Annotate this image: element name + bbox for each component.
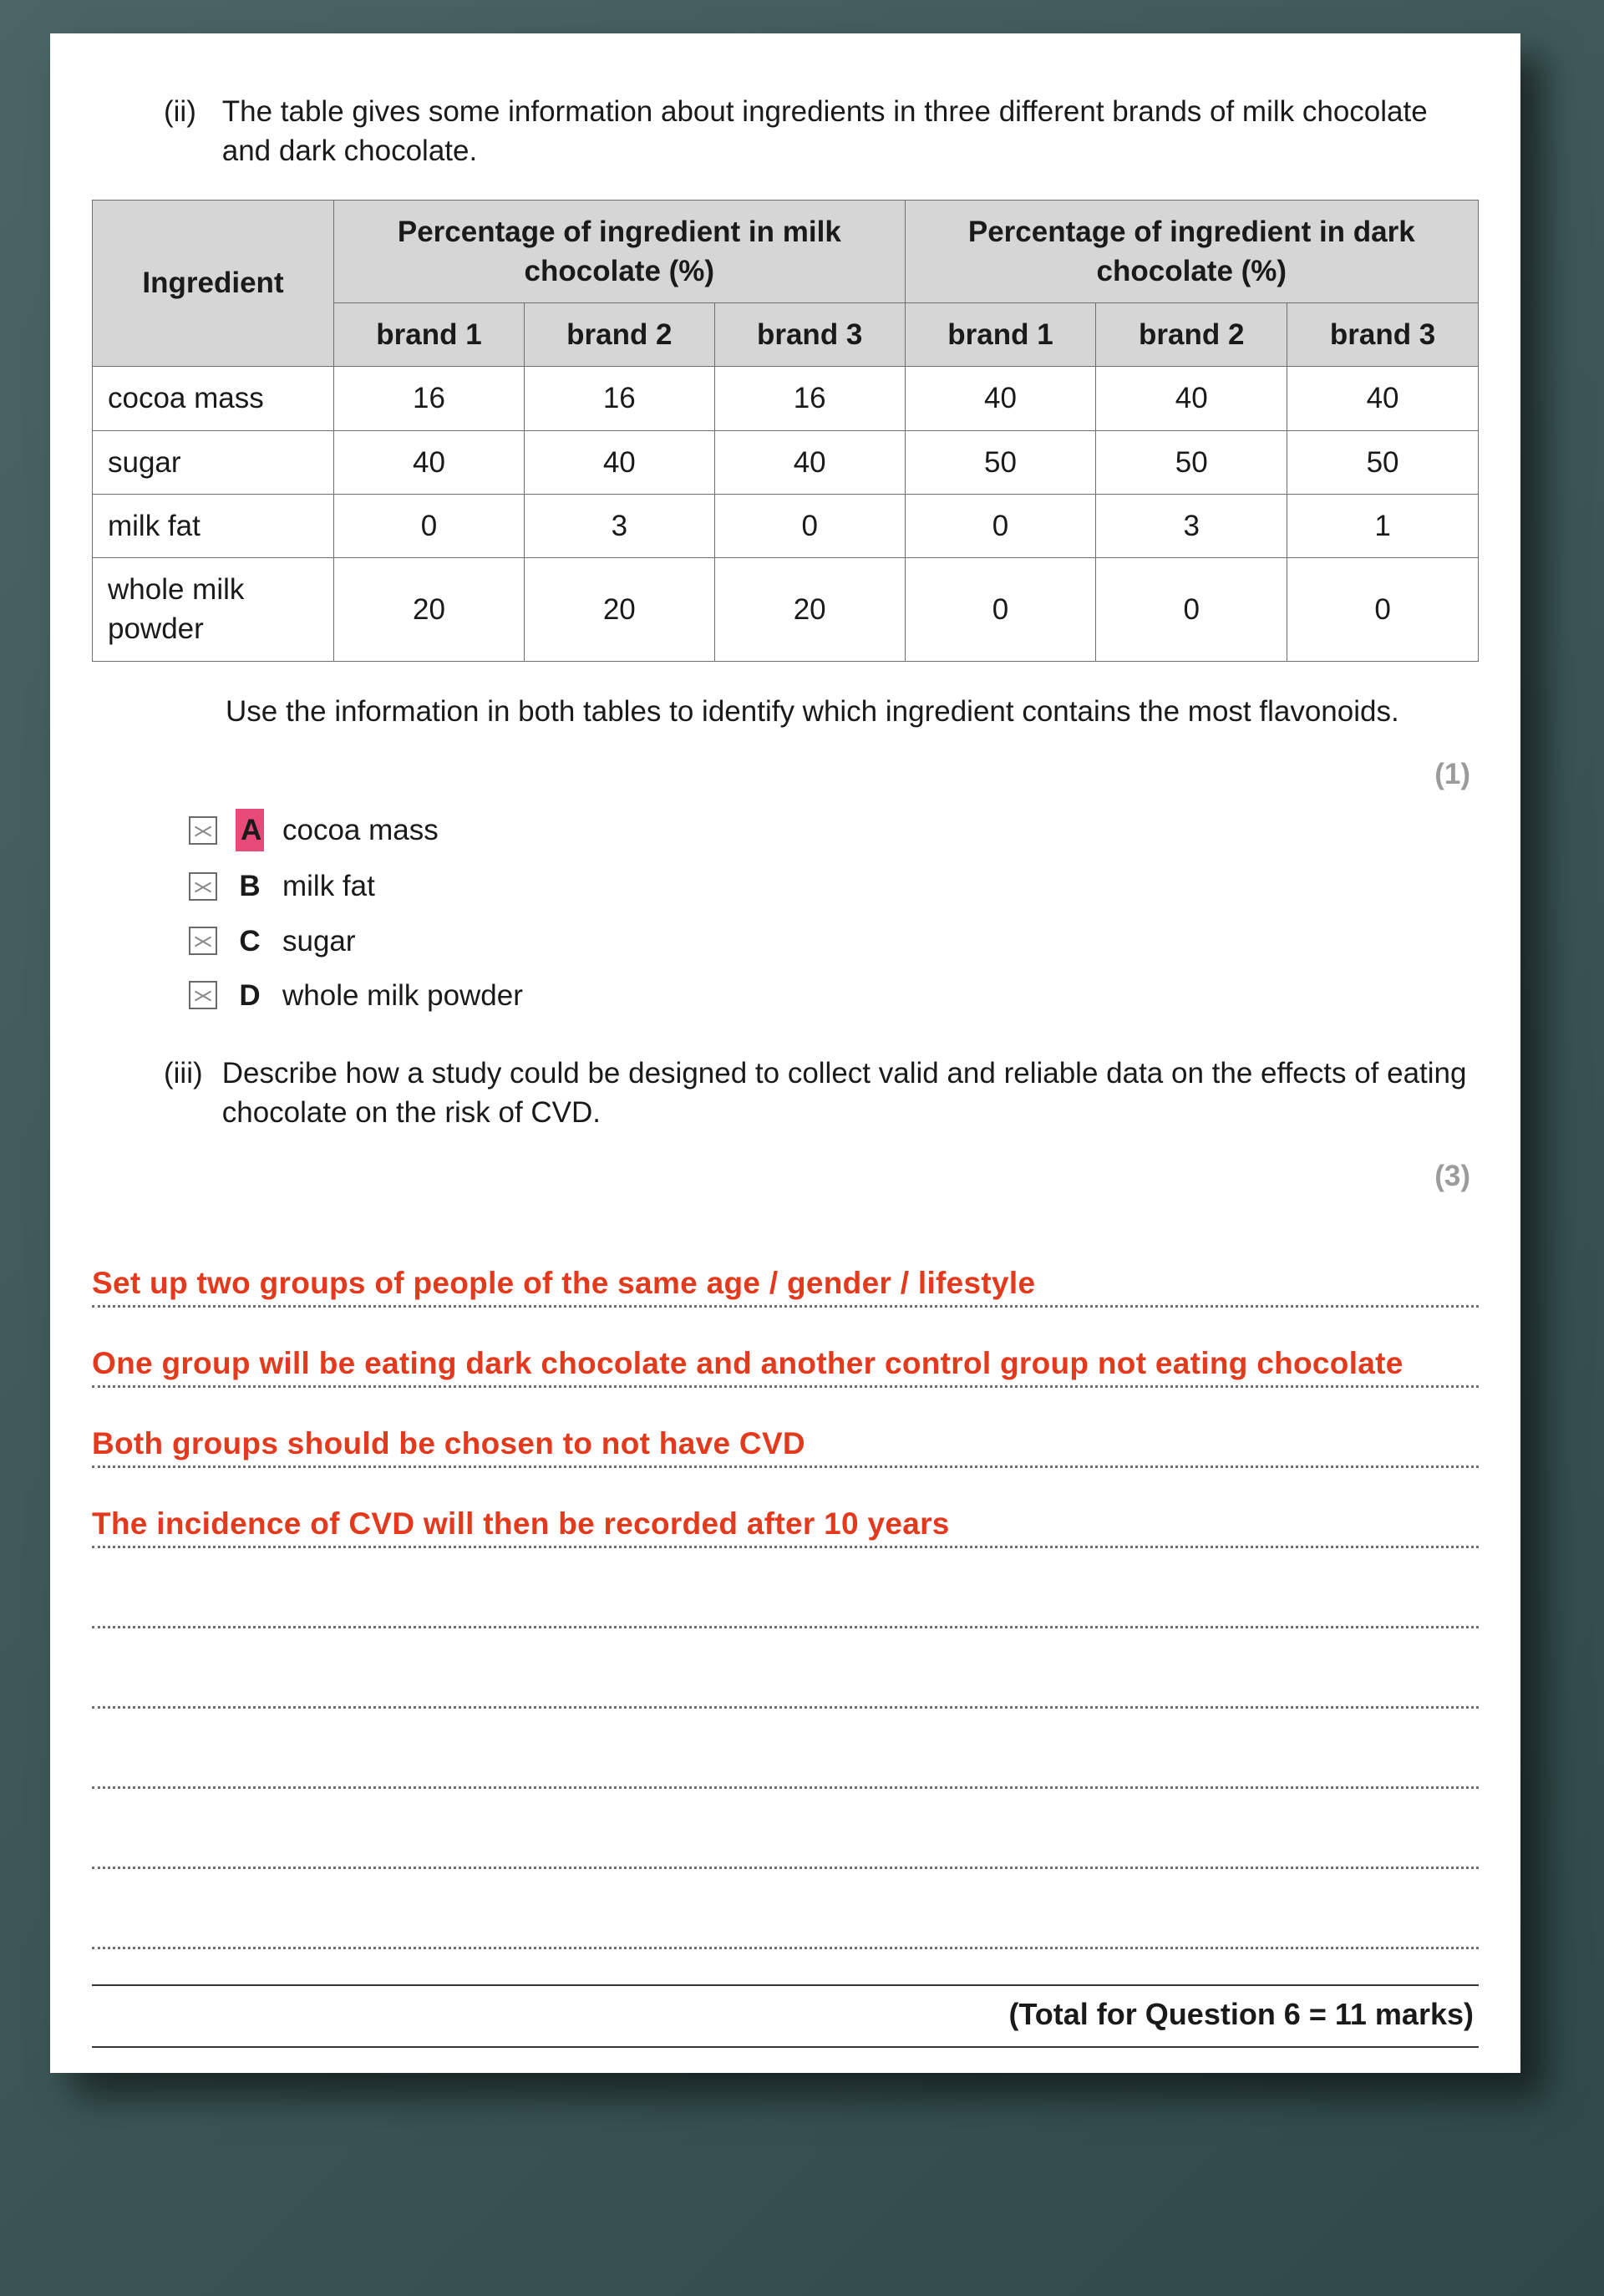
- stage: (ii) The table gives some information ab…: [0, 0, 1604, 2296]
- table-row: whole milk powder 20 20 20 0 0 0: [93, 558, 1479, 662]
- checkbox-icon[interactable]: [189, 927, 217, 955]
- question-ii: (ii) The table gives some information ab…: [164, 92, 1479, 171]
- table-cell: 0: [1287, 558, 1479, 662]
- table-cell: 40: [334, 430, 525, 494]
- table-rowlabel: whole milk powder: [93, 558, 334, 662]
- total-marks: (Total for Question 6 = 11 marks): [92, 1984, 1479, 2049]
- table-rowlabel: milk fat: [93, 494, 334, 557]
- table-row-header: Ingredient: [93, 200, 334, 367]
- dotted-line: [92, 1947, 1479, 1949]
- table-cell: 1: [1287, 494, 1479, 557]
- answer-text: Both groups should be chosen to not have…: [92, 1423, 805, 1465]
- table-row: cocoa mass 16 16 16 40 40 40: [93, 367, 1479, 430]
- table-cell: 20: [334, 558, 525, 662]
- answer-text: One group will be eating dark chocolate …: [92, 1343, 1404, 1384]
- answer-line[interactable]: [92, 1799, 1479, 1879]
- table-cell: 16: [334, 367, 525, 430]
- dotted-line: [92, 1546, 1479, 1548]
- mc-letter: B: [236, 866, 264, 906]
- answer-text: The incidence of CVD will then be record…: [92, 1503, 950, 1545]
- answer-text: Set up two groups of people of the same …: [92, 1262, 1035, 1304]
- instruction-block: Use the information in both tables to id…: [226, 692, 1479, 731]
- table-subheader: brand 3: [1287, 303, 1479, 367]
- exam-page: (ii) The table gives some information ab…: [50, 33, 1520, 2073]
- table-cell: 20: [714, 558, 905, 662]
- dotted-line: [92, 1305, 1479, 1308]
- table-cell: 40: [1287, 367, 1479, 430]
- ingredients-table: Ingredient Percentage of ingredient in m…: [92, 200, 1479, 662]
- table-cell: 40: [905, 367, 1096, 430]
- table-subheader: brand 2: [524, 303, 714, 367]
- table-cell: 40: [524, 430, 714, 494]
- question-iii: (iii) Describe how a study could be desi…: [164, 1054, 1479, 1133]
- table-rowlabel: sugar: [93, 430, 334, 494]
- mc-text: milk fat: [282, 866, 375, 906]
- table-cell: 0: [714, 494, 905, 557]
- table-cell: 3: [524, 494, 714, 557]
- question-iii-number: (iii): [164, 1054, 214, 1093]
- table-cell: 40: [714, 430, 905, 494]
- dotted-line: [92, 1465, 1479, 1468]
- checkbox-icon[interactable]: [189, 816, 217, 845]
- mc-option[interactable]: C sugar: [189, 922, 1479, 961]
- answer-line[interactable]: [92, 1558, 1479, 1638]
- table-rowlabel: cocoa mass: [93, 367, 334, 430]
- mc-text: whole milk powder: [282, 976, 523, 1015]
- table-subheader: brand 3: [714, 303, 905, 367]
- answer-line[interactable]: [92, 1879, 1479, 1959]
- mc-letter: D: [236, 976, 264, 1015]
- table-cell: 20: [524, 558, 714, 662]
- table-body: cocoa mass 16 16 16 40 40 40 sugar 40 40…: [93, 367, 1479, 661]
- table-cell: 50: [1096, 430, 1287, 494]
- table-cell: 3: [1096, 494, 1287, 557]
- dotted-line: [92, 1786, 1479, 1789]
- checkbox-icon[interactable]: [189, 872, 217, 901]
- mc-text: cocoa mass: [282, 810, 439, 850]
- marks-ii: (1): [92, 754, 1479, 794]
- table-cell: 16: [524, 367, 714, 430]
- question-iii-text: Describe how a study could be designed t…: [222, 1054, 1479, 1133]
- table-subheader: brand 2: [1096, 303, 1287, 367]
- dotted-line: [92, 1626, 1479, 1628]
- question-ii-text: The table gives some information about i…: [222, 92, 1479, 171]
- mc-letter: A: [236, 809, 264, 851]
- multiple-choice: A cocoa mass B milk fat C sugar D whole …: [189, 809, 1479, 1015]
- table-group-dark: Percentage of ingredient in dark chocola…: [905, 200, 1478, 303]
- mc-letter: C: [236, 922, 264, 961]
- table-cell: 16: [714, 367, 905, 430]
- answer-line[interactable]: One group will be eating dark chocolate …: [92, 1318, 1479, 1398]
- table-group-milk: Percentage of ingredient in milk chocola…: [334, 200, 906, 303]
- answer-line[interactable]: [92, 1719, 1479, 1799]
- answer-line[interactable]: Both groups should be chosen to not have…: [92, 1398, 1479, 1478]
- table-subheader: brand 1: [905, 303, 1096, 367]
- dotted-line: [92, 1867, 1479, 1869]
- table-cell: 40: [1096, 367, 1287, 430]
- marks-iii: (3): [92, 1156, 1479, 1196]
- answer-line[interactable]: Set up two groups of people of the same …: [92, 1237, 1479, 1318]
- table-cell: 50: [905, 430, 1096, 494]
- question-ii-number: (ii): [164, 92, 214, 131]
- table-cell: 0: [1096, 558, 1287, 662]
- answer-lines: Set up two groups of people of the same …: [92, 1237, 1479, 1959]
- table-row: milk fat 0 3 0 0 3 1: [93, 494, 1479, 557]
- answer-line[interactable]: [92, 1638, 1479, 1719]
- instruction-text: Use the information in both tables to id…: [226, 695, 1399, 728]
- table-row: sugar 40 40 40 50 50 50: [93, 430, 1479, 494]
- mc-option[interactable]: A cocoa mass: [189, 809, 1479, 851]
- dotted-line: [92, 1706, 1479, 1709]
- answer-line[interactable]: The incidence of CVD will then be record…: [92, 1478, 1479, 1558]
- checkbox-icon[interactable]: [189, 981, 217, 1009]
- table-cell: 0: [334, 494, 525, 557]
- table-subheader: brand 1: [334, 303, 525, 367]
- table-cell: 0: [905, 558, 1096, 662]
- mc-text: sugar: [282, 922, 356, 961]
- dotted-line: [92, 1385, 1479, 1388]
- mc-option[interactable]: D whole milk powder: [189, 976, 1479, 1015]
- table-cell: 0: [905, 494, 1096, 557]
- table-cell: 50: [1287, 430, 1479, 494]
- mc-option[interactable]: B milk fat: [189, 866, 1479, 906]
